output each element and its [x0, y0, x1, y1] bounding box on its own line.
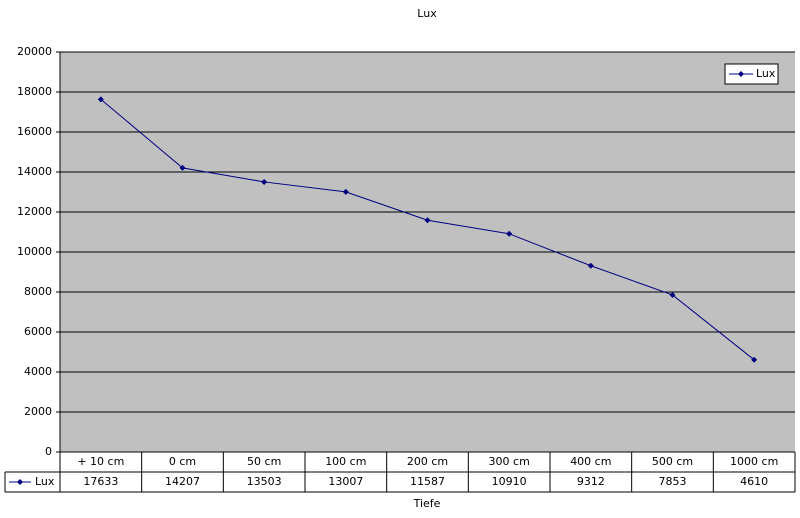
table-value: 9312 [577, 475, 605, 488]
data-point [261, 178, 268, 185]
y-tick-label: 4000 [24, 365, 52, 378]
y-tick-label: 14000 [17, 165, 52, 178]
chart-title: Lux [417, 7, 437, 20]
table-value: 7853 [659, 475, 687, 488]
y-tick-label: 2000 [24, 405, 52, 418]
data-point [751, 356, 758, 363]
x-axis-label: Tiefe [413, 497, 441, 510]
x-tick-label: + 10 cm [77, 455, 124, 468]
table-value: 17633 [83, 475, 118, 488]
legend-key-marker [738, 71, 744, 77]
table-key-marker [17, 479, 23, 485]
x-tick-label: 50 cm [247, 455, 281, 468]
table-value: 11587 [410, 475, 445, 488]
x-tick-label: 400 cm [570, 455, 611, 468]
y-tick-label: 16000 [17, 125, 52, 138]
y-tick-label: 10000 [17, 245, 52, 258]
x-tick-label: 200 cm [407, 455, 448, 468]
x-tick-label: 500 cm [652, 455, 693, 468]
y-tick-label: 6000 [24, 325, 52, 338]
x-tick-label: 0 cm [169, 455, 196, 468]
y-tick-label: 12000 [17, 205, 52, 218]
table-value: 4610 [740, 475, 768, 488]
data-point [179, 164, 186, 171]
y-tick-label: 8000 [24, 285, 52, 298]
data-point [342, 188, 349, 195]
data-point [424, 217, 431, 224]
x-tick-label: 1000 cm [730, 455, 778, 468]
x-tick-label: 100 cm [325, 455, 366, 468]
table-value: 13503 [247, 475, 282, 488]
data-point [587, 262, 594, 269]
table-value: 13007 [328, 475, 363, 488]
y-tick-label: 18000 [17, 85, 52, 98]
table-value: 14207 [165, 475, 200, 488]
data-point [97, 96, 104, 103]
legend-label: Lux [756, 67, 776, 80]
y-tick-label: 0 [45, 445, 52, 458]
table-series-name: Lux [35, 475, 55, 488]
y-tick-label: 20000 [17, 45, 52, 58]
data-point [506, 230, 513, 237]
table-value: 10910 [492, 475, 527, 488]
x-tick-label: 300 cm [489, 455, 530, 468]
data-point [669, 291, 676, 298]
